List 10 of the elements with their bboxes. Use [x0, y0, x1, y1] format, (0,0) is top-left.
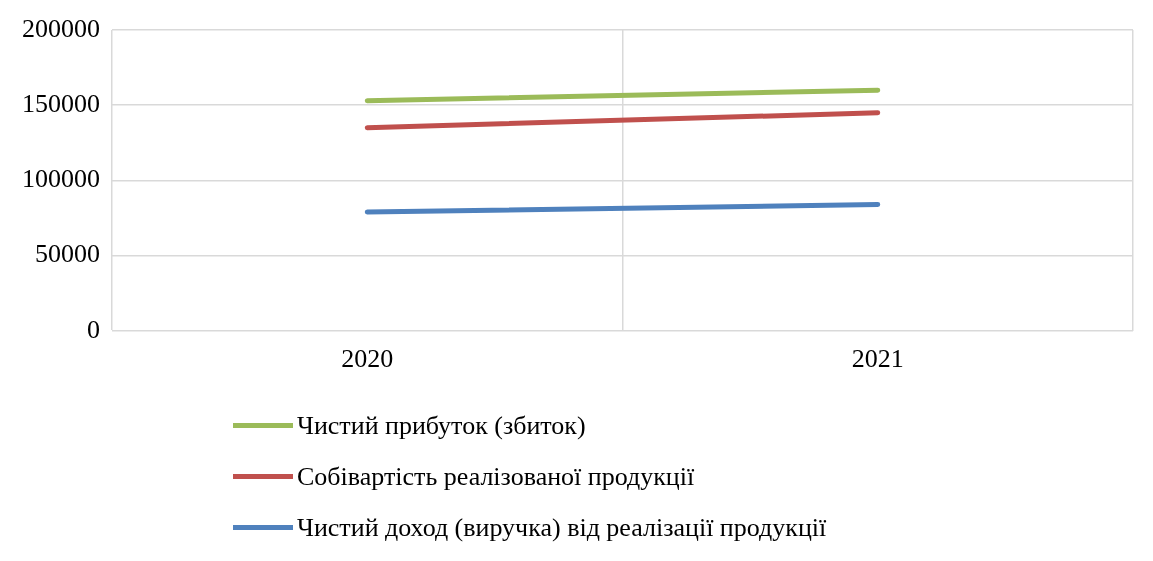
legend-label: Чистий прибуток (збиток) — [297, 410, 586, 441]
y-tick-label: 150000 — [22, 89, 100, 119]
y-tick-label: 200000 — [22, 13, 100, 43]
x-tick-label: 2021 — [851, 344, 904, 374]
y-tick-label: 100000 — [22, 164, 100, 194]
x-tick-label: 2020 — [341, 344, 394, 374]
legend-label: Чистий доход (виручка) від реалізації продукції — [297, 512, 827, 543]
y-tick-label: 50000 — [35, 239, 100, 269]
y-tick-label: 0 — [87, 314, 100, 344]
legend-label: Собівартість реалізованої продукції — [297, 461, 695, 492]
